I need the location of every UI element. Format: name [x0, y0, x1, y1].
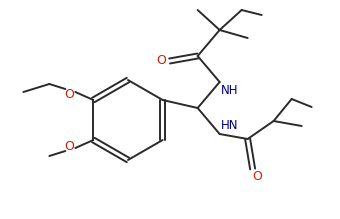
Text: O: O: [157, 55, 167, 67]
Text: NH: NH: [221, 84, 238, 97]
Text: O: O: [64, 140, 74, 152]
Text: HN: HN: [221, 119, 238, 132]
Text: O: O: [64, 88, 74, 101]
Text: O: O: [253, 171, 262, 184]
